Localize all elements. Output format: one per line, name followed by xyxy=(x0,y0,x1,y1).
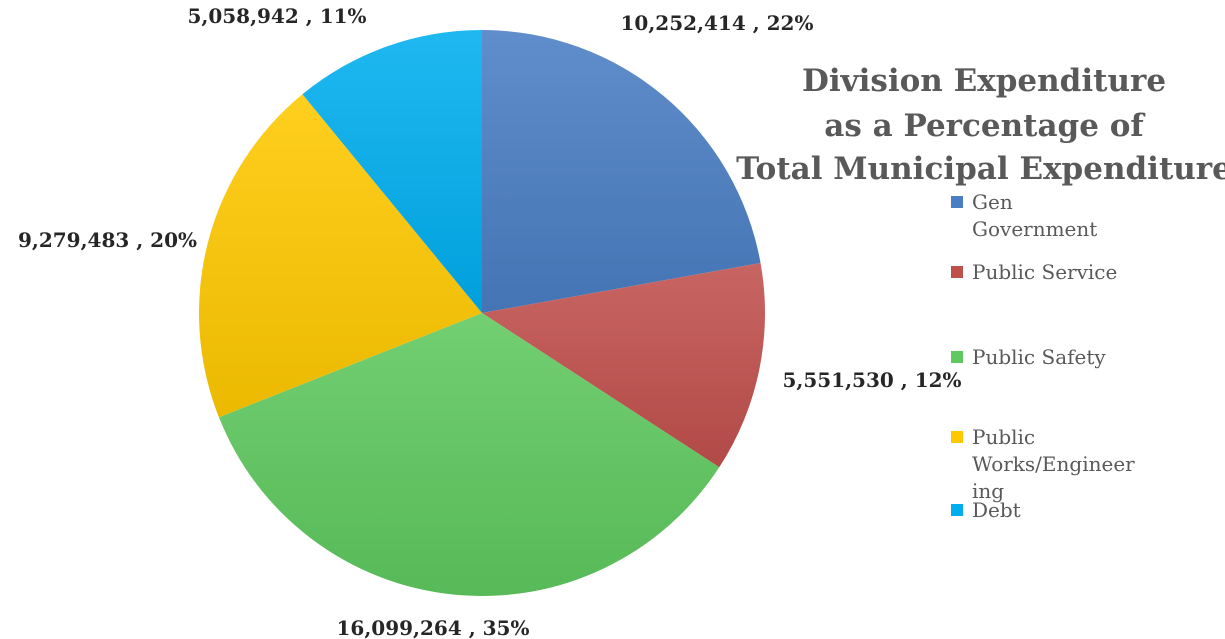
chart-title-line-2: as a Percentage of xyxy=(824,108,1145,144)
legend-swatch-public-safety xyxy=(951,351,963,363)
legend-item-gen-government: Gen Government xyxy=(951,190,1097,241)
legend-item-public-safety: Public Safety xyxy=(951,345,1106,369)
legend-swatch-debt xyxy=(951,504,963,516)
legend-swatch-public-works-engineering xyxy=(951,431,963,443)
pie-slice-public-works-engineering xyxy=(198,94,483,418)
legend: Gen Government Public Service Public Safety… xyxy=(951,190,1135,522)
legend-label-public-service-line-1: Public Service xyxy=(972,260,1117,284)
legend-swatch-public-service xyxy=(951,266,963,278)
legend-label-gen-government-line-2: Government xyxy=(972,217,1097,241)
data-label-public-safety: 16,099,264 , 35% xyxy=(337,616,530,639)
chart-title: Division Expenditure as a Percentage of … xyxy=(736,63,1225,187)
data-label-public-service: 5,551,530 , 12% xyxy=(782,368,961,392)
legend-item-public-service: Public Service xyxy=(951,260,1117,284)
chart-title-line-1: Division Expenditure xyxy=(802,63,1166,99)
legend-label-public-safety-line-1: Public Safety xyxy=(972,345,1106,369)
legend-label-debt-line-1: Debt xyxy=(972,498,1021,522)
pie-slice-public-service xyxy=(482,262,765,468)
data-label-debt: 5,058,942 , 11% xyxy=(187,4,366,28)
legend-swatch-gen-government xyxy=(951,196,963,208)
pie-slice-gen-government xyxy=(482,30,761,313)
legend-label-public-works-engineering-line-3: ing xyxy=(972,479,1004,503)
pie-slice-debt xyxy=(302,30,482,313)
data-label-gen-government: 10,252,414 , 22% xyxy=(621,11,814,35)
legend-item-public-works-engineering: Public Works/Engineer ing xyxy=(951,425,1135,503)
chart-title-line-3: Total Municipal Expenditure xyxy=(736,151,1225,187)
pie-slice-public-safety xyxy=(218,313,720,597)
data-label-public-works-engineering: 9,279,483 , 20% xyxy=(18,228,197,252)
pie-slices xyxy=(198,30,765,597)
legend-label-public-works-engineering-line-2: Works/Engineer xyxy=(972,452,1135,476)
legend-label-gen-government-line-1: Gen xyxy=(972,190,1013,214)
data-labels: 10,252,414 , 22% 5,551,530 , 12% 16,099,26… xyxy=(18,4,962,639)
legend-item-debt: Debt xyxy=(951,498,1021,522)
legend-label-public-works-engineering-line-1: Public xyxy=(972,425,1035,449)
